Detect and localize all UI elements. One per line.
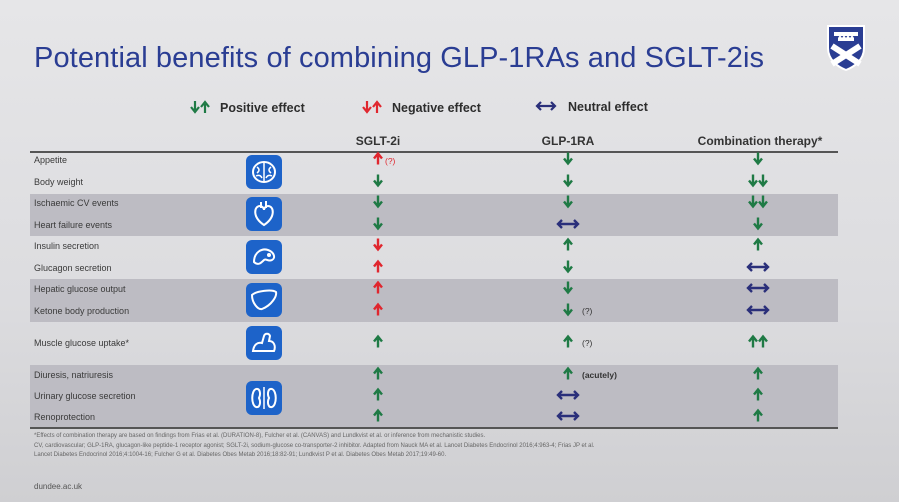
negative-up-arrow-icon: [371, 151, 385, 171]
positive-down-arrow-icon: [371, 174, 385, 193]
legend-negative-label: Negative effect: [392, 100, 481, 115]
row-label: Insulin secretion: [34, 241, 100, 251]
positive-down-arrow-icon: [371, 217, 385, 236]
positive-down-arrow-icon: [751, 217, 765, 236]
positive-up-arrow-icon: [751, 366, 765, 386]
legend-neutral-label: Neutral effect: [568, 100, 648, 114]
positive-down-arrow-icon: [371, 195, 385, 214]
double-up-arrow-icon: [746, 334, 770, 354]
glp-diuresis-note: (acutely): [582, 370, 617, 380]
row-band-liver: [30, 279, 838, 322]
column-header-combination: Combination therapy*: [697, 134, 823, 148]
table-bottom-rule: [30, 427, 838, 429]
positive-up-arrow-icon: [751, 237, 765, 257]
row-band-kidney: [30, 365, 838, 427]
footnote: *Effects of combination therapy are base…: [34, 433, 486, 439]
row-label: Heart failure events: [34, 220, 113, 230]
positive-up-arrow-icon: [751, 408, 765, 428]
neutral-arrow-icon: [555, 217, 581, 235]
row-label: Hepatic glucose output: [34, 284, 126, 294]
row-label: Urinary glucose secretion: [34, 391, 136, 401]
neutral-arrow-icon: [745, 281, 771, 299]
row-band-cv: [30, 194, 838, 236]
positive-down-arrow-icon: [561, 152, 575, 171]
row-label: Renoprotection: [34, 412, 96, 422]
neutral-arrow-icon: [745, 303, 771, 321]
positive-effect-icon: [190, 100, 210, 117]
negative-effect-icon: [362, 100, 382, 117]
university-shield-logo: [827, 25, 865, 72]
neutral-arrow-icon: [555, 388, 581, 406]
positive-down-arrow-icon: [561, 195, 575, 214]
glp-ketone-note: (?): [582, 306, 593, 316]
website-url: dundee.ac.uk: [34, 482, 83, 491]
neutral-arrow-icon: [555, 409, 581, 427]
neutral-effect-icon: [534, 100, 558, 115]
pancreas-icon: [246, 240, 282, 274]
positive-up-arrow-icon: [371, 387, 385, 407]
heart-icon: [246, 197, 282, 231]
positive-up-arrow-icon: [751, 387, 765, 407]
negative-down-arrow-icon: [371, 238, 385, 257]
row-label: Glucagon secretion: [34, 263, 112, 273]
column-header-glp1ra: GLP-1RA: [541, 134, 595, 148]
slide-title: Potential benefits of combining GLP-1RAs…: [34, 42, 765, 74]
positive-down-arrow-icon: [561, 303, 575, 322]
positive-up-arrow-icon: [561, 366, 575, 386]
negative-up-arrow-icon: [371, 280, 385, 300]
positive-down-arrow-icon: [751, 152, 765, 171]
negative-up-arrow-icon: [371, 259, 385, 279]
positive-down-arrow-icon: [561, 260, 575, 279]
row-label: Muscle glucose uptake*: [34, 338, 130, 348]
row-label: Ketone body production: [34, 306, 130, 316]
row-label: Appetite: [34, 155, 68, 165]
row-label: Diuresis, natriuresis: [34, 370, 114, 380]
row-label: Body weight: [34, 177, 84, 187]
sglt-appetite-note: (?): [385, 156, 396, 166]
double-down-arrow-icon: [746, 195, 770, 214]
column-header-sglt2i: SGLT-2i: [355, 134, 401, 148]
brain-icon: [246, 155, 282, 189]
glp-muscle-note: (?): [582, 338, 593, 348]
neutral-arrow-icon: [745, 260, 771, 278]
positive-up-arrow-icon: [371, 334, 385, 354]
negative-up-arrow-icon: [371, 302, 385, 322]
muscle-icon: [246, 326, 282, 360]
positive-up-arrow-icon: [561, 334, 575, 354]
legend-negative: Negative effect: [362, 100, 481, 117]
legend-neutral: Neutral effect: [534, 100, 648, 115]
positive-up-arrow-icon: [561, 237, 575, 257]
footnote: Lancet Diabetes Endocrinol 2016;4:1004-1…: [34, 452, 447, 458]
legend-positive: Positive effect: [190, 100, 305, 117]
positive-up-arrow-icon: [371, 366, 385, 386]
kidney-icon: [246, 381, 282, 415]
positive-down-arrow-icon: [561, 174, 575, 193]
table-top-rule: [30, 151, 838, 153]
positive-up-arrow-icon: [371, 408, 385, 428]
footnote: CV, cardiovascular; GLP-1RA, glucagon-li…: [34, 443, 595, 449]
positive-down-arrow-icon: [561, 281, 575, 300]
legend-positive-label: Positive effect: [220, 100, 305, 115]
row-label: Ischaemic CV events: [34, 198, 119, 208]
liver-icon: [246, 283, 282, 317]
double-down-arrow-icon: [746, 174, 770, 193]
